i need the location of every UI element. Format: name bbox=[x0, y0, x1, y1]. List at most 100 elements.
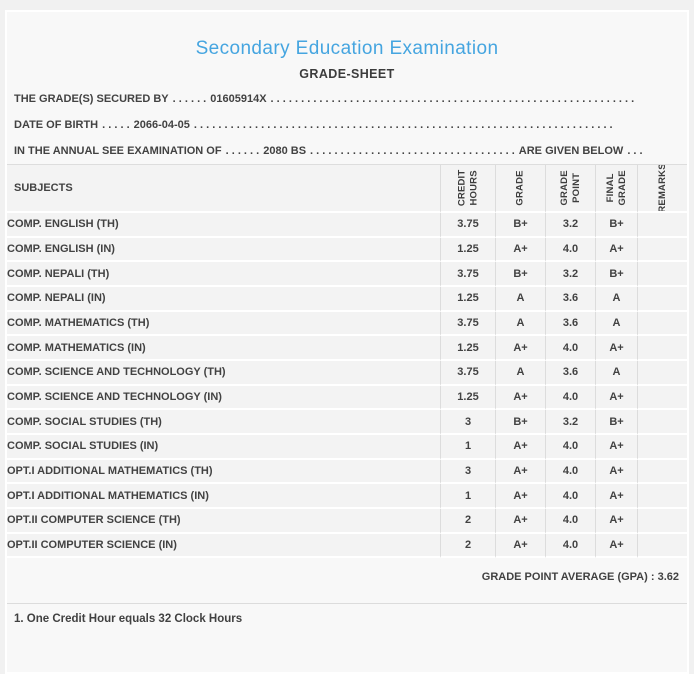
subject-cell: OPT.II COMPUTER SCIENCE (TH) bbox=[7, 509, 440, 534]
grade-table-header: SUBJECTS CREDIT HOURS GRADE GRADE POINT … bbox=[7, 164, 687, 213]
table-row: COMP. SOCIAL STUDIES (IN) 1 A+ 4.0 A+ bbox=[7, 435, 687, 460]
subject-cell: COMP. SCIENCE AND TECHNOLOGY (TH) bbox=[7, 360, 440, 386]
credit-hours-header: CREDIT HOURS bbox=[440, 164, 495, 213]
remarks-cell bbox=[637, 385, 687, 411]
table-row: COMP. SCIENCE AND TECHNOLOGY (TH) 3.75 A 3.… bbox=[7, 360, 687, 386]
credit-hours-cell: 2 bbox=[440, 509, 495, 534]
grade-point-cell: 3.2 bbox=[545, 262, 595, 287]
grade-sheet-panel: Secondary Education Examination GRADE-SH… bbox=[5, 10, 689, 674]
remarks-cell bbox=[637, 360, 687, 386]
remarks-cell bbox=[637, 509, 687, 534]
grade-point-cell: 3.2 bbox=[545, 410, 595, 436]
remarks-cell bbox=[637, 435, 687, 460]
gpa-label: GRADE POINT AVERAGE (GPA) : bbox=[481, 571, 655, 584]
grade-point-cell: 4.0 bbox=[545, 459, 595, 485]
grade-cell: A+ bbox=[495, 533, 545, 559]
final-grade-header: FINAL GRADE bbox=[595, 164, 637, 213]
grade-point-cell: 4.0 bbox=[545, 237, 595, 263]
credit-hours-cell: 3.75 bbox=[440, 262, 495, 287]
candidate-info: THE GRADE(S) SECURED BY. . . . . . 016059… bbox=[14, 86, 680, 164]
grade-point-cell: 3.6 bbox=[545, 311, 595, 337]
grade-point-cell: 4.0 bbox=[545, 336, 595, 361]
dots: . . . . . bbox=[102, 118, 130, 131]
subject-cell: COMP. ENGLISH (TH) bbox=[7, 212, 440, 238]
subject-cell: OPT.II COMPUTER SCIENCE (IN) bbox=[7, 533, 440, 559]
grade-cell: A+ bbox=[495, 509, 545, 534]
grade-point-cell: 3.6 bbox=[545, 360, 595, 386]
remarks-cell bbox=[637, 533, 687, 559]
dots: . . . . . . . . . . . . . . . . . . . . … bbox=[193, 118, 613, 131]
dots: . . . bbox=[627, 144, 643, 157]
final-grade-cell: A bbox=[595, 286, 637, 312]
credit-hours-header-label: CREDIT HOURS bbox=[456, 169, 479, 207]
credit-hours-cell: 3 bbox=[440, 459, 495, 485]
gpa-summary: GRADE POINT AVERAGE (GPA) : 3.62 bbox=[7, 571, 687, 583]
grade-table: SUBJECTS CREDIT HOURS GRADE GRADE POINT … bbox=[7, 163, 687, 559]
secured-by-label: THE GRADE(S) SECURED BY bbox=[14, 92, 169, 105]
examination-label: IN THE ANNUAL SEE EXAMINATION OF bbox=[14, 144, 222, 157]
subject-cell: OPT.I ADDITIONAL MATHEMATICS (TH) bbox=[7, 459, 440, 485]
symbol-number-value: 01605914X bbox=[210, 92, 267, 105]
final-grade-header-label: FINAL GRADE bbox=[604, 170, 628, 206]
table-row: OPT.I ADDITIONAL MATHEMATICS (TH) 3 A+ 4.0 A… bbox=[7, 459, 687, 485]
grade-point-cell: 4.0 bbox=[545, 509, 595, 534]
grade-point-cell: 3.2 bbox=[545, 212, 595, 238]
table-row: OPT.I ADDITIONAL MATHEMATICS (IN) 1 A+ 4.0 A… bbox=[7, 484, 687, 510]
grade-point-cell: 3.6 bbox=[545, 286, 595, 312]
grade-cell: B+ bbox=[495, 262, 545, 287]
grade-cell: A+ bbox=[495, 237, 545, 263]
subject-cell: COMP. SOCIAL STUDIES (IN) bbox=[7, 435, 440, 460]
credit-hours-cell: 1.25 bbox=[440, 237, 495, 263]
final-grade-cell: A+ bbox=[595, 237, 637, 263]
credit-hours-cell: 1.25 bbox=[440, 336, 495, 361]
final-grade-cell: A+ bbox=[595, 435, 637, 460]
final-grade-cell: A+ bbox=[595, 459, 637, 485]
table-row: COMP. SOCIAL STUDIES (TH) 3 B+ 3.2 B+ bbox=[7, 410, 687, 436]
subject-cell: COMP. SCIENCE AND TECHNOLOGY (IN) bbox=[7, 385, 440, 411]
gpa-value: 3.62 bbox=[657, 571, 679, 584]
final-grade-cell: B+ bbox=[595, 410, 637, 436]
table-row: COMP. MATHEMATICS (TH) 3.75 A 3.6 A bbox=[7, 311, 687, 337]
final-grade-cell: A+ bbox=[595, 385, 637, 411]
remarks-cell bbox=[637, 311, 687, 337]
info-line-date-of-birth: DATE OF BIRTH. . . . . 2066-04-05. . . . … bbox=[14, 112, 680, 138]
header-row: SUBJECTS CREDIT HOURS GRADE GRADE POINT … bbox=[7, 164, 687, 213]
credit-hours-cell: 1.25 bbox=[440, 385, 495, 411]
credit-hours-cell: 3.75 bbox=[440, 360, 495, 386]
grade-cell: B+ bbox=[495, 410, 545, 436]
final-grade-cell: A bbox=[595, 311, 637, 337]
grade-point-cell: 4.0 bbox=[545, 533, 595, 559]
page-subtitle: GRADE-SHEET bbox=[299, 66, 395, 81]
final-grade-cell: A+ bbox=[595, 336, 637, 361]
final-grade-cell: B+ bbox=[595, 262, 637, 287]
subject-cell: COMP. SOCIAL STUDIES (TH) bbox=[7, 410, 440, 436]
grade-table-body: COMP. ENGLISH (TH) 3.75 B+ 3.2 B+ COMP. ENGL… bbox=[7, 212, 687, 559]
table-row: OPT.II COMPUTER SCIENCE (TH) 2 A+ 4.0 A+ bbox=[7, 509, 687, 534]
grade-cell: A+ bbox=[495, 459, 545, 485]
grade-point-cell: 4.0 bbox=[545, 435, 595, 460]
final-grade-cell: B+ bbox=[595, 212, 637, 238]
grade-cell: A+ bbox=[495, 336, 545, 361]
final-grade-cell: A+ bbox=[595, 509, 637, 534]
grade-cell: A+ bbox=[495, 484, 545, 510]
credit-hours-cell: 2 bbox=[440, 533, 495, 559]
remarks-cell bbox=[637, 212, 687, 238]
remarks-cell bbox=[637, 237, 687, 263]
remarks-cell bbox=[637, 459, 687, 485]
page-title: Secondary Education Examination bbox=[195, 38, 499, 59]
subject-cell: COMP. MATHEMATICS (TH) bbox=[7, 311, 440, 337]
grade-point-header: GRADE POINT bbox=[545, 164, 595, 213]
table-row: COMP. NEPALI (TH) 3.75 B+ 3.2 B+ bbox=[7, 262, 687, 287]
credit-hours-cell: 1.25 bbox=[440, 286, 495, 312]
info-line-secured-by: THE GRADE(S) SECURED BY. . . . . . 016059… bbox=[14, 86, 680, 112]
grade-point-cell: 4.0 bbox=[545, 484, 595, 510]
grade-cell: A+ bbox=[495, 385, 545, 411]
grade-cell: A bbox=[495, 311, 545, 337]
date-of-birth-value: 2066-04-05 bbox=[133, 118, 190, 131]
subjects-header: SUBJECTS bbox=[7, 164, 440, 213]
subject-cell: OPT.I ADDITIONAL MATHEMATICS (IN) bbox=[7, 484, 440, 510]
grade-header: GRADE bbox=[495, 164, 545, 213]
table-row: COMP. NEPALI (IN) 1.25 A 3.6 A bbox=[7, 286, 687, 312]
subject-cell: COMP. MATHEMATICS (IN) bbox=[7, 336, 440, 361]
credit-hours-cell: 3.75 bbox=[440, 212, 495, 238]
